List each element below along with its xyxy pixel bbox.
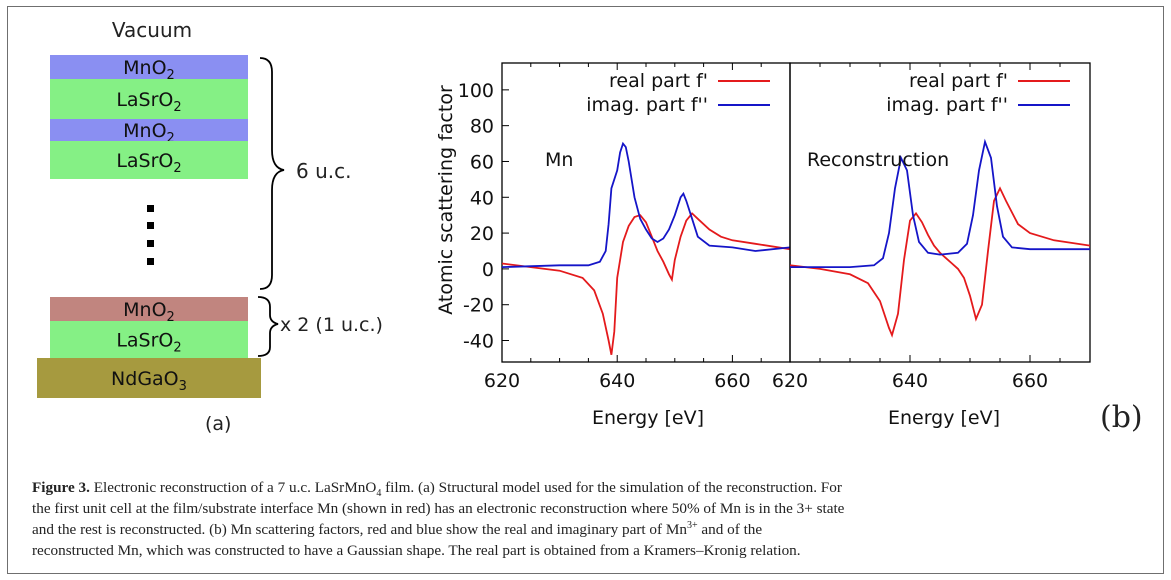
y-tick-label: -20	[463, 295, 494, 317]
caption-line-4: reconstructed Mn, which was constructed …	[32, 542, 801, 559]
y-tick-label: 60	[470, 151, 494, 173]
caption-text: Electronic reconstruction of a 7 u.c. La…	[89, 479, 377, 496]
y-axis-label: Atomic scattering factor	[435, 85, 457, 315]
caption-text: film. (a) Structural model used for the …	[381, 479, 842, 496]
caption-sup: 3+	[686, 519, 698, 531]
series-imag-line	[502, 141, 790, 268]
figure-label: Figure 3.	[32, 479, 90, 496]
structure-diagram: Vacuum MnO2LaSrO2MnO2LaSrO2MnO2LaSrO2NdG…	[37, 18, 383, 398]
figure-caption: Figure 3. Electronic reconstruction of a…	[32, 477, 1142, 561]
series-real-line	[502, 212, 790, 355]
chart-mn: 620 640 660 -40 -20 0 20 40 60 80 100 real part f'i…	[458, 62, 791, 392]
caption-sub: 4	[376, 488, 382, 500]
caption-line-1: Figure 3. Electronic reconstruction of a…	[32, 477, 1142, 500]
vacuum-label: Vacuum	[112, 18, 192, 42]
y-tick-label: 40	[470, 187, 494, 209]
chart-annotation: Mn	[545, 149, 573, 171]
x-axis-label-right: Energy [eV]	[888, 407, 1000, 429]
y-tick-label: 0	[482, 259, 494, 281]
y-tick-label: 20	[470, 223, 494, 245]
layer-lasro-label: LaSrO2	[116, 89, 181, 115]
brace-bottom	[257, 296, 279, 357]
legend-imag-label: imag. part f''	[586, 94, 708, 116]
x-tick-label: 660	[1012, 370, 1048, 392]
series-imag-line	[790, 138, 1090, 269]
x-tick-label: 660	[714, 370, 750, 392]
dots	[147, 205, 154, 265]
caption-line-2: the first unit cell at the film/substrat…	[32, 500, 845, 517]
layer-lasro-interface-label: LaSrO2	[116, 330, 181, 356]
panel-label-b: (b)	[1100, 400, 1143, 435]
caption-text: and of the	[697, 521, 763, 538]
layer-mno-interface	[50, 297, 248, 321]
figure-frame	[7, 6, 1164, 574]
x-axis-label-left: Energy [eV]	[592, 407, 704, 429]
panel-label-a: (a)	[205, 413, 232, 435]
layer-mno	[50, 119, 248, 141]
layer-lasro	[50, 141, 248, 179]
x-tick-label: 620	[772, 370, 808, 392]
y-tick-label: -40	[463, 331, 494, 353]
caption-text: and the rest is reconstructed. (b) Mn sc…	[32, 521, 687, 538]
x-tick-label: 620	[484, 370, 520, 392]
brace-top	[259, 57, 285, 290]
caption-line-3: and the rest is reconstructed. (b) Mn sc…	[32, 519, 1142, 540]
legend-real-label: real part f'	[909, 70, 1008, 92]
layer-lasro-interface	[50, 321, 248, 358]
layer-mno-label: MnO2	[123, 57, 175, 83]
substrate-ndgao3	[37, 358, 261, 398]
series-real-line	[790, 186, 1090, 338]
x-tick-label: 640	[599, 370, 635, 392]
layer-mno	[50, 55, 248, 79]
y-tick-label: 80	[470, 116, 494, 138]
x-tick-label: 640	[892, 370, 928, 392]
layer-lasro-label: LaSrO2	[116, 150, 181, 176]
legend-imag-label: imag. part f''	[886, 94, 1008, 116]
layer-lasro	[50, 79, 248, 119]
substrate-ndgao3-label: NdGaO3	[111, 368, 187, 394]
y-tick-label: 100	[458, 80, 494, 102]
brace-top-label: 6 u.c.	[296, 159, 351, 183]
chart-reconstruction: 620 640 660 real part f'imag. part f'' Recon…	[772, 62, 1091, 392]
brace-bottom-label: x 2 (1 u.c.)	[280, 314, 383, 336]
chart-annotation: Reconstruction	[807, 149, 949, 171]
legend-real-label: real part f'	[609, 70, 708, 92]
layer-mno-interface-label: MnO2	[123, 299, 175, 325]
